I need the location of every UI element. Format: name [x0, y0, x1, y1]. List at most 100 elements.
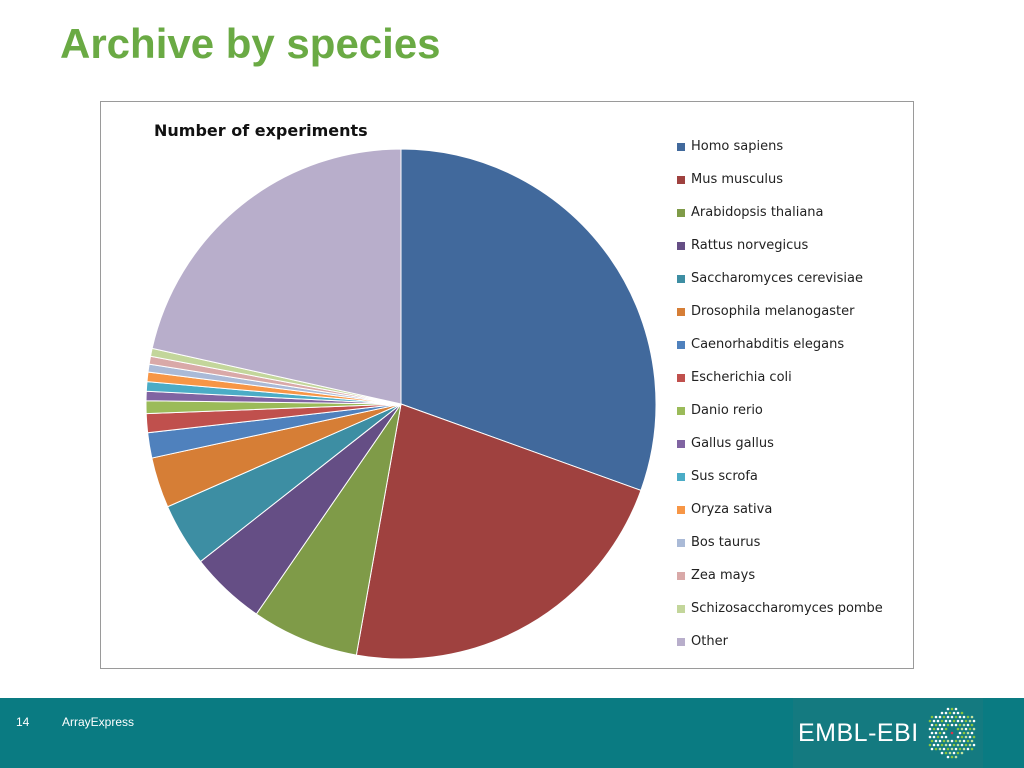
legend-swatch — [677, 637, 685, 646]
logo-dot — [954, 755, 958, 759]
slide-title: Archive by species — [60, 20, 441, 67]
logo-dot — [972, 743, 976, 747]
logo-dot — [958, 723, 962, 727]
logo-dot — [960, 751, 964, 755]
logo-dot — [942, 731, 946, 735]
footer-bar: 14 ArrayExpress EMBL-EBI — [0, 698, 1024, 768]
logo-dot — [970, 723, 974, 727]
legend-swatch — [677, 340, 685, 349]
logo-dot — [962, 715, 966, 719]
logo-dot — [940, 751, 944, 755]
logo-dot — [956, 727, 960, 731]
logo-dot — [954, 723, 958, 727]
legend-label: Other — [691, 634, 728, 649]
legend-item: Saccharomyces cerevisiae — [677, 262, 883, 295]
logo-dot — [930, 747, 934, 751]
logo-dot — [970, 739, 974, 743]
legend-label: Sus scrofa — [691, 469, 758, 484]
logo-dot — [968, 743, 972, 747]
pie-slice-other — [151, 148, 402, 405]
legend-label: Caenorhabditis elegans — [691, 337, 845, 352]
logo-dot — [934, 715, 938, 719]
logo-dot — [960, 727, 964, 731]
logo-dot — [972, 727, 976, 731]
logo-dot — [966, 731, 970, 735]
logo-dot — [956, 735, 960, 739]
logo-dot — [948, 743, 952, 747]
logo-dot — [944, 711, 948, 715]
legend-label: Zea mays — [691, 568, 756, 583]
logo-dot — [928, 743, 932, 747]
logo-dot — [946, 739, 950, 743]
legend-swatch — [677, 439, 685, 448]
legend-item: Gallus gallus — [677, 427, 883, 460]
logo-dot — [932, 743, 936, 747]
legend-item: Arabidopsis thaliana — [677, 196, 883, 229]
logo-dot — [968, 735, 972, 739]
logo-dot — [954, 707, 958, 711]
logo-dot — [950, 715, 954, 719]
logo-dot — [958, 731, 962, 735]
logo-dot — [934, 731, 938, 735]
logo-dot — [944, 719, 948, 723]
logo-dot — [938, 739, 942, 743]
legend-swatch — [677, 472, 685, 481]
legend-item: Sus scrofa — [677, 460, 883, 493]
logo-dot — [952, 743, 956, 747]
logo-dot — [956, 751, 960, 755]
logo-dot — [954, 747, 958, 751]
legend-swatch — [677, 604, 685, 613]
legend-label: Saccharomyces cerevisiae — [691, 271, 863, 286]
logo-dot — [946, 723, 950, 727]
logo-dot — [930, 715, 934, 719]
logo-dot — [956, 711, 960, 715]
logo-dot — [940, 735, 944, 739]
logo-dot — [942, 739, 946, 743]
chart-title: Number of experiments — [154, 121, 368, 140]
logo-dot — [930, 723, 934, 727]
legend-swatch — [677, 142, 685, 151]
logo-dot — [960, 735, 964, 739]
legend-label: Arabidopsis thaliana — [691, 205, 824, 220]
logo-dot — [950, 755, 954, 759]
legend-label: Bos taurus — [691, 535, 761, 550]
legend-item: Bos taurus — [677, 526, 883, 559]
logo-dot — [940, 711, 944, 715]
logo-dot — [944, 743, 948, 747]
logo-dot — [936, 743, 940, 747]
legend-item: Zea mays — [677, 559, 883, 592]
legend-label: Gallus gallus — [691, 436, 774, 451]
logo-dot — [960, 743, 964, 747]
logo-dot — [964, 727, 968, 731]
logo-dot — [938, 723, 942, 727]
logo-text: EMBL-EBI — [798, 719, 919, 747]
chart-legend: Homo sapiens Mus musculus Arabidopsis thal… — [677, 130, 883, 658]
logo-dot — [938, 747, 942, 751]
logo-dot — [970, 747, 974, 751]
legend-swatch — [677, 505, 685, 514]
logo-dot — [936, 735, 940, 739]
pie-slice-homo-sapiens — [400, 148, 657, 492]
pie-chart-plot — [145, 148, 657, 660]
logo-dot — [952, 751, 956, 755]
logo-dot — [948, 751, 952, 755]
logo-dot — [946, 707, 950, 711]
legend-item: Rattus norvegicus — [677, 229, 883, 262]
logo-dot — [944, 751, 948, 755]
logo-dot — [960, 711, 964, 715]
logo-dot — [958, 715, 962, 719]
logo-dot — [962, 723, 966, 727]
legend-swatch — [677, 175, 685, 184]
legend-item: Other — [677, 625, 883, 658]
logo-dot — [928, 719, 932, 723]
logo-dot — [950, 747, 954, 751]
logo-dots-icon — [928, 707, 976, 759]
legend-item: Danio rerio — [677, 394, 883, 427]
logo-dot — [934, 723, 938, 727]
logo-dot — [942, 747, 946, 751]
logo-dot — [966, 723, 970, 727]
logo-dot — [934, 739, 938, 743]
logo-dot — [962, 747, 966, 751]
legend-swatch — [677, 208, 685, 217]
pie-slice-arabidopsis-thaliana — [255, 403, 402, 656]
